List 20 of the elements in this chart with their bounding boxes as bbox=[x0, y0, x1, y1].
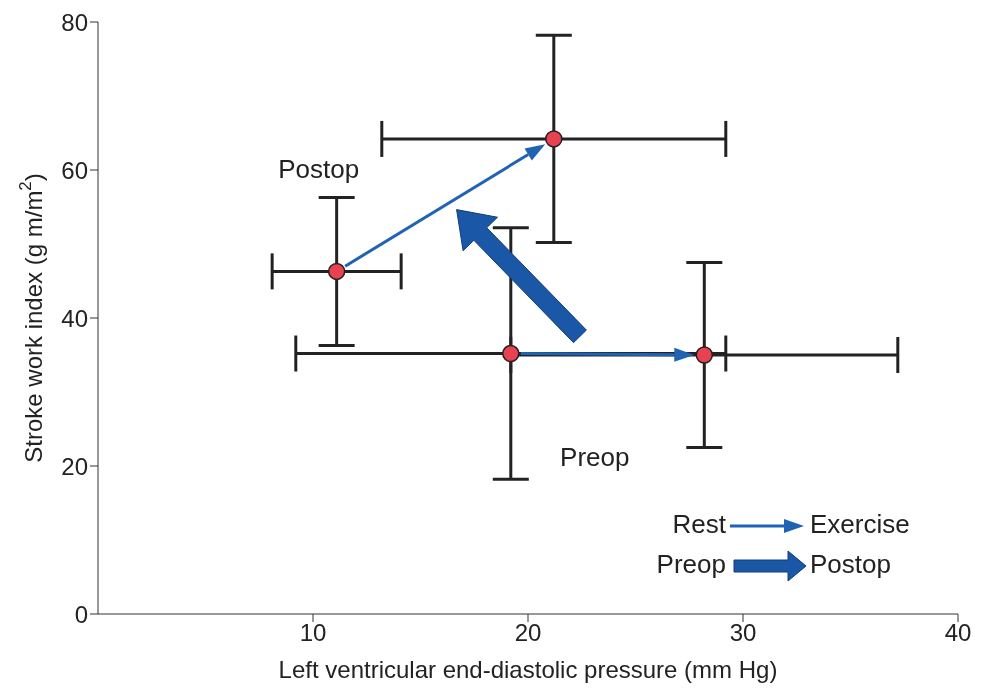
x-tick-label: 10 bbox=[299, 619, 327, 647]
x-tick-label: 20 bbox=[514, 619, 542, 647]
point bbox=[695, 346, 714, 364]
annotation: Rest bbox=[672, 508, 727, 539]
x-tick-label: 40 bbox=[944, 619, 972, 647]
y-tick-label: 0 bbox=[74, 600, 88, 628]
annotation: Postop bbox=[810, 548, 891, 579]
point bbox=[327, 262, 346, 281]
x-axis-title: Left ventricular end-diastolic pressure (mm Hg) bbox=[278, 656, 778, 683]
y-tick-label: 40 bbox=[61, 304, 88, 332]
point bbox=[502, 344, 520, 363]
point bbox=[545, 130, 563, 148]
annotation: Exercise bbox=[810, 508, 910, 539]
annotation: Preop bbox=[656, 548, 726, 579]
y-tick-label: 80 bbox=[61, 8, 88, 36]
annotation: Preop bbox=[560, 441, 630, 472]
annotation: Postop bbox=[278, 154, 360, 185]
y-tick-label: 60 bbox=[61, 156, 88, 184]
x-tick-label: 30 bbox=[729, 619, 757, 647]
y-tick-label: 20 bbox=[61, 452, 88, 480]
